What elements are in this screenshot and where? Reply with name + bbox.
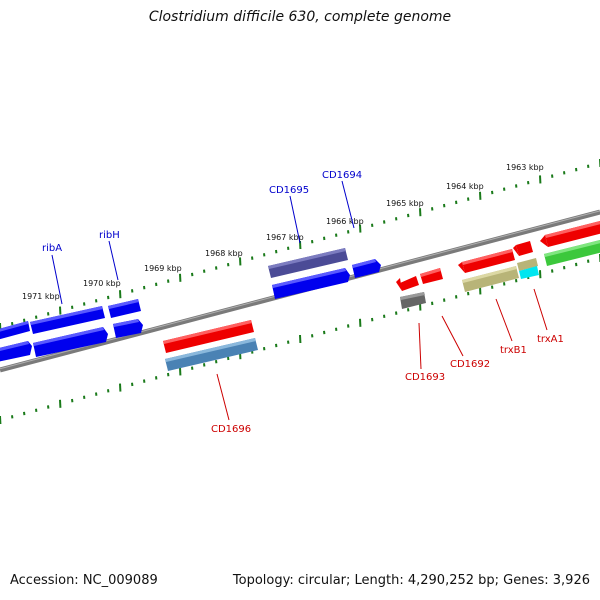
feature-trxb1[interactable] (462, 266, 519, 292)
leader-cd1693 (418, 322, 422, 370)
scale-label-1968: 1968 kbp (205, 249, 243, 258)
feature-cd1696[interactable] (165, 338, 258, 371)
feature-right-green[interactable] (544, 240, 600, 266)
feature-cd1692[interactable] (420, 268, 443, 284)
feature-cd1694[interactable] (352, 259, 381, 278)
feature-blue-upper-1[interactable] (0, 321, 30, 340)
map-title: Clostridium difficile 630, complete geno… (148, 9, 452, 25)
leader-trxb1 (495, 298, 513, 342)
leader-cd1695 (289, 195, 301, 244)
lower-tick-row (0, 254, 600, 425)
scale-label-1970: 1970 kbp (83, 279, 121, 288)
scale-labels: 1971 kbp 1970 kbp 1969 kbp 1968 kbp 1967… (22, 163, 544, 301)
feature-blue-lower-2[interactable] (33, 327, 108, 357)
gene-label-cd1692[interactable]: CD1692 (450, 359, 490, 370)
scale-label-1966: 1966 kbp (326, 217, 364, 226)
scale-label-1965: 1965 kbp (386, 199, 424, 208)
feature-trxa1-red[interactable] (513, 241, 533, 256)
leader-trxa1 (533, 288, 548, 331)
gene-label-riba[interactable]: ribA (42, 243, 62, 254)
feature-riba[interactable] (30, 306, 105, 334)
feature-right-red[interactable] (540, 221, 600, 247)
gene-label-cd1695[interactable]: CD1695 (269, 185, 309, 196)
gene-label-ribh[interactable]: ribH (99, 230, 120, 241)
leader-cd1696 (216, 373, 230, 421)
scale-label-1971: 1971 kbp (22, 292, 60, 301)
label-leaders (51, 180, 548, 421)
gene-labels: ribA ribH CD1695 CD1694 CD1696 CD1693 CD… (42, 170, 564, 435)
leader-ribh (108, 240, 119, 281)
scale-label-1967: 1967 kbp (266, 233, 304, 242)
scale-label-1963: 1963 kbp (506, 163, 544, 172)
accession-text: Accession: NC_009089 (10, 573, 158, 588)
feature-blue-lower-3[interactable] (113, 319, 143, 338)
feature-trxb1-red[interactable] (458, 249, 515, 273)
feature-cd1696-red[interactable] (163, 320, 254, 353)
genome-summary-text: Topology: circular; Length: 4,290,252 bp… (232, 573, 590, 588)
feature-cd1695-blue[interactable] (272, 268, 350, 299)
feature-trxa1-olive[interactable] (517, 258, 538, 271)
gene-label-trxa1[interactable]: trxA1 (537, 334, 564, 345)
feature-cd1693-red[interactable] (396, 276, 419, 291)
feature-cd1693[interactable] (400, 292, 426, 309)
leader-cd1694 (341, 180, 355, 229)
feature-cd1695[interactable] (268, 248, 348, 278)
feature-ribh[interactable] (108, 299, 141, 318)
leader-riba (51, 254, 63, 305)
gene-features (0, 221, 600, 371)
feature-blue-lower-1[interactable] (0, 341, 32, 362)
scale-label-1969: 1969 kbp (144, 264, 182, 273)
gene-label-trxb1[interactable]: trxB1 (500, 345, 527, 356)
leader-cd1692 (441, 315, 464, 357)
scale-label-1964: 1964 kbp (446, 182, 484, 191)
gene-label-cd1693[interactable]: CD1693 (405, 372, 445, 383)
feature-trxa1[interactable] (519, 266, 539, 279)
gene-label-cd1694[interactable]: CD1694 (322, 170, 362, 181)
gene-label-cd1696[interactable]: CD1696 (211, 424, 251, 435)
